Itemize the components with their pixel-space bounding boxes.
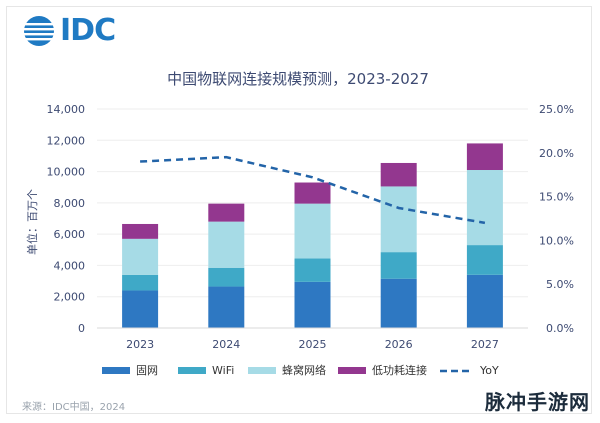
y-tick-label: 8,000 (54, 197, 86, 210)
bar-segment (294, 203, 331, 259)
bar-segment (294, 258, 331, 282)
legend-label: YoY (479, 364, 499, 377)
bar-segment (208, 286, 245, 328)
y2-tick-label: 5.0% (546, 278, 574, 291)
bar-segment (380, 162, 417, 187)
globe-icon (24, 16, 54, 46)
y2-tick-label: 10.0% (539, 234, 574, 247)
x-tick-label: 2027 (471, 338, 499, 351)
bar-segment (380, 278, 417, 328)
y2-tick-label: 15.0% (539, 191, 574, 204)
bar-segment (208, 267, 245, 287)
y2-tick-label: 25.0% (539, 103, 574, 116)
logo-text: IDC (60, 13, 116, 48)
bar-segment (466, 143, 503, 171)
x-tick-label: 2023 (126, 338, 154, 351)
bar-segment (380, 252, 417, 279)
y-tick-label: 0 (78, 322, 85, 335)
x-tick-label: 2025 (299, 338, 327, 351)
yoy-line (140, 155, 486, 225)
legend-swatch (102, 367, 130, 374)
x-tick-label: 2026 (385, 338, 413, 351)
y-tick-label: 4,000 (54, 259, 86, 272)
legend-label: 蜂窝网络 (282, 363, 326, 377)
x-tick-label: 2024 (212, 338, 240, 351)
bar-segment (208, 221, 245, 268)
legend-swatch (338, 367, 366, 374)
source-note: 来源：IDC中国，2024 (22, 402, 126, 413)
legend-label: WiFi (212, 364, 234, 377)
bar-segment (122, 238, 159, 275)
bar-segment (208, 203, 245, 222)
idc-logo: IDC (22, 13, 116, 48)
bar-segment (122, 223, 159, 239)
y-tick-label: 14,000 (47, 103, 86, 116)
legend-label: 固网 (136, 364, 158, 377)
bar-segment (294, 281, 331, 328)
legend-swatch (178, 367, 206, 374)
y-tick-label: 12,000 (47, 134, 86, 147)
bar-segment (294, 182, 331, 204)
bar-segment (466, 274, 503, 328)
y-tick-label: 6,000 (54, 228, 86, 241)
y2-tick-label: 0.0% (546, 322, 574, 335)
y2-tick-label: 20.0% (539, 147, 574, 160)
bar-segment (466, 170, 503, 246)
legend-swatch (248, 367, 276, 374)
y-tick-label: 2,000 (54, 291, 86, 304)
y-tick-label: 10,000 (47, 166, 86, 179)
bar-segment (122, 290, 159, 328)
bar-segment (380, 186, 417, 253)
chart-title: 中国物联网连接规模预测，2023-2027 (167, 70, 429, 88)
y-axis-label: 单位：百万个 (25, 189, 39, 255)
legend-label: 低功耗连接 (372, 364, 427, 377)
bar-segment (122, 274, 159, 291)
bar-segment (466, 245, 503, 275)
watermark: 脉冲手游网 (485, 390, 590, 414)
